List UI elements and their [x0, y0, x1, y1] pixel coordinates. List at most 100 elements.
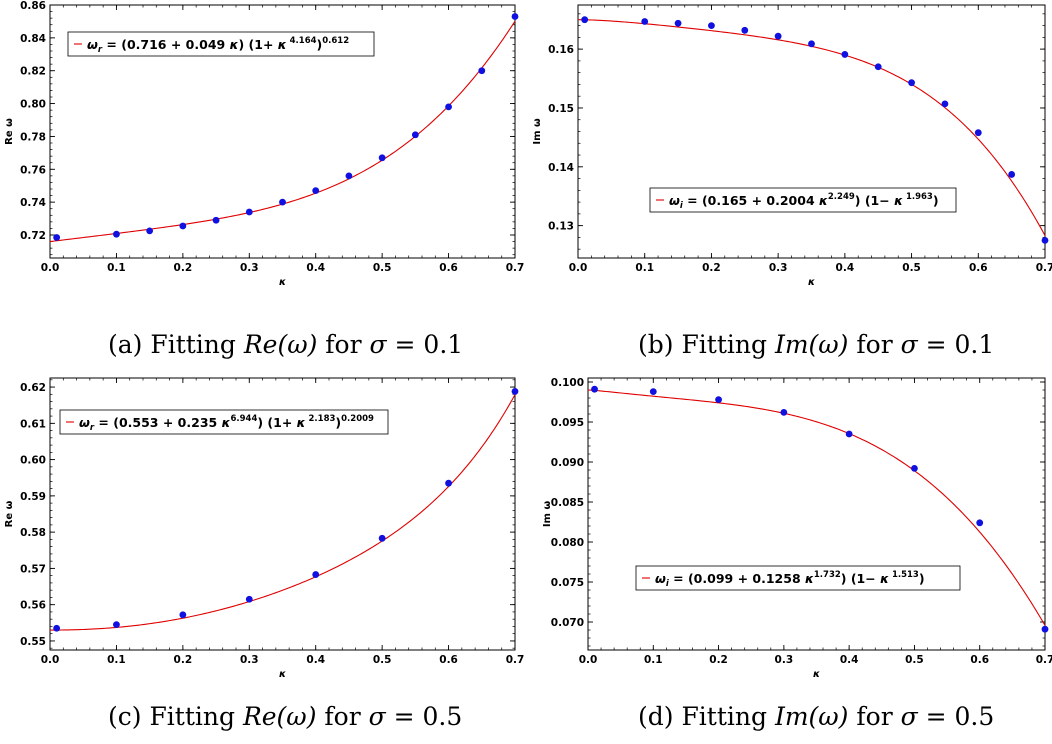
data-point: [279, 198, 286, 206]
y-tick-label: 0.15: [548, 103, 574, 115]
chart-d-svg: 0.0 0.1 0.2 0.3 0.4 0.5 0.6 0.7 0.070 0.075 0.080 0…: [542, 377, 1052, 680]
legend-box: [649, 187, 957, 213]
x-tick-label: 0.1: [644, 654, 663, 666]
y-tick-label: 0.55: [20, 636, 46, 648]
data-point: [581, 16, 589, 24]
y-tick-label: 0.13: [548, 221, 574, 233]
x-tick-label: 0.0: [41, 262, 60, 274]
y-tick-label: 0.14: [548, 162, 574, 174]
y-tick-label: 0.76: [20, 164, 46, 176]
y-tick-label: 0.090: [551, 457, 584, 469]
x-tick-label: 0.2: [174, 654, 193, 666]
y-tick-label: 0.74: [20, 197, 46, 209]
plot-frame: [587, 377, 1046, 651]
data-point: [591, 385, 598, 393]
data-point: [715, 396, 722, 403]
y-axis-label: Re ω: [4, 118, 15, 145]
chart-d: 0.0 0.1 0.2 0.3 0.4 0.5 0.6 0.7 0.070 0.075 0.080 0…: [530, 372, 1052, 744]
data-point: [245, 595, 253, 603]
y-axis-label: Re ω: [4, 500, 15, 527]
y-tick-label: 0.58: [20, 527, 46, 539]
data-point: [974, 129, 982, 137]
chart-a: 0.0 0.1 0.2 0.3 0.4 0.5 0.6 0.7 0.72 0.74 0.76 0.78…: [0, 0, 524, 372]
x-tick-label: 0.5: [373, 654, 392, 666]
x-tick-label: 0.6: [970, 654, 989, 666]
data-point: [146, 227, 154, 235]
data-point: [179, 222, 187, 230]
chart-c: 0.0 0.1 0.2 0.3 0.4 0.5 0.6 0.7 0.55 0.56 0.57 0.58…: [0, 372, 524, 744]
x-tick-label: 0.3: [775, 654, 794, 666]
x-axis-label: κ: [808, 277, 815, 288]
y-tick-label: 0.16: [548, 44, 574, 56]
y-tick-label: 0.78: [20, 131, 46, 143]
x-tick-label: 0.7: [1036, 654, 1052, 666]
data-point: [941, 100, 949, 108]
caption-d: (d) Fitting Im(ω) for σ = 0.5: [638, 702, 995, 731]
data-point: [212, 216, 220, 224]
chart-c-svg: 0.0 0.1 0.2 0.3 0.4 0.5 0.6 0.7 0.55 0.56 0.57 0.58…: [4, 377, 524, 680]
data-point: [708, 22, 715, 29]
x-tick-label: 0.6: [439, 262, 458, 274]
x-tick-label: 0.5: [905, 654, 924, 666]
legend-box: [67, 31, 375, 57]
caption-a: (a) Fitting Re(ω) for σ = 0.1: [108, 330, 464, 359]
x-tick-label: 0.3: [240, 262, 259, 274]
data-point: [976, 519, 984, 527]
legend-box: [635, 565, 961, 591]
y-tick-label: 0.075: [551, 577, 584, 589]
data-point: [113, 621, 120, 629]
data-point: [378, 154, 386, 162]
y-tick-label: 0.72: [20, 230, 46, 242]
data-point: [641, 18, 649, 25]
legend-box: [59, 409, 389, 435]
data-point: [53, 234, 61, 241]
data-point: [1041, 236, 1049, 244]
data-point: [1041, 625, 1049, 633]
legend-label: ωr = (0.716 + 0.049 κ) (1+ κ 4.164)0.612: [87, 36, 349, 55]
data-point: [511, 388, 519, 395]
x-tick-label: 0.6: [969, 262, 988, 274]
legend-label: ωi = (0.165 + 0.2004 κ2.249) (1− κ 1.963…: [669, 192, 939, 211]
x-axis-label: κ: [279, 669, 286, 680]
x-tick-label: 0.4: [840, 654, 859, 666]
x-tick-label: 0.2: [709, 654, 728, 666]
x-tick-label: 0.2: [702, 262, 721, 274]
y-tick-label: 0.080: [551, 537, 584, 549]
data-point: [411, 131, 419, 139]
chart-a-svg: 0.0 0.1 0.2 0.3 0.4 0.5 0.6 0.7 0.72 0.74 0.76 0.78…: [4, 0, 524, 288]
caption-c: (c) Fitting Re(ω) for σ = 0.5: [108, 702, 463, 731]
y-tick-label: 0.86: [20, 0, 46, 12]
y-axis-label: Im ω: [532, 118, 543, 145]
data-point: [478, 67, 486, 75]
x-tick-label: 0.7: [506, 262, 525, 274]
chart-b: 0.0 0.1 0.2 0.3 0.4 0.5 0.6 0.7 0.13 0.14 0.15 0.16…: [530, 0, 1052, 372]
data-point: [874, 63, 882, 71]
x-tick-label: 0.3: [240, 654, 259, 666]
x-tick-label: 0.4: [306, 654, 325, 666]
x-tick-label: 0.5: [902, 262, 921, 274]
plot-frame: [49, 377, 516, 651]
data-point: [511, 13, 519, 20]
y-tick-label: 0.57: [20, 563, 46, 575]
fit-curve: [587, 389, 1046, 626]
x-axis-label: κ: [279, 277, 286, 288]
y-tick-label: 0.070: [551, 617, 584, 629]
data-point: [649, 388, 657, 395]
data-point: [774, 32, 782, 40]
chart-b-svg: 0.0 0.1 0.2 0.3 0.4 0.5 0.6 0.7 0.13 0.14 0.15 0.16…: [532, 4, 1052, 288]
y-tick-label: 0.61: [20, 418, 46, 430]
y-tick-label: 0.82: [20, 66, 46, 78]
x-tick-label: 0.7: [506, 654, 525, 666]
data-point: [808, 40, 815, 48]
data-point: [245, 208, 253, 216]
x-tick-label: 0.1: [107, 654, 126, 666]
y-tick-label: 0.095: [551, 417, 584, 429]
x-tick-label: 0.0: [579, 654, 598, 666]
y-tick-label: 0.80: [20, 99, 46, 111]
x-tick-label: 0.3: [769, 262, 788, 274]
x-tick-label: 0.1: [107, 262, 126, 274]
data-point: [911, 465, 918, 472]
data-point: [445, 479, 452, 487]
fit-curve: [50, 394, 516, 631]
data-point: [908, 79, 915, 87]
